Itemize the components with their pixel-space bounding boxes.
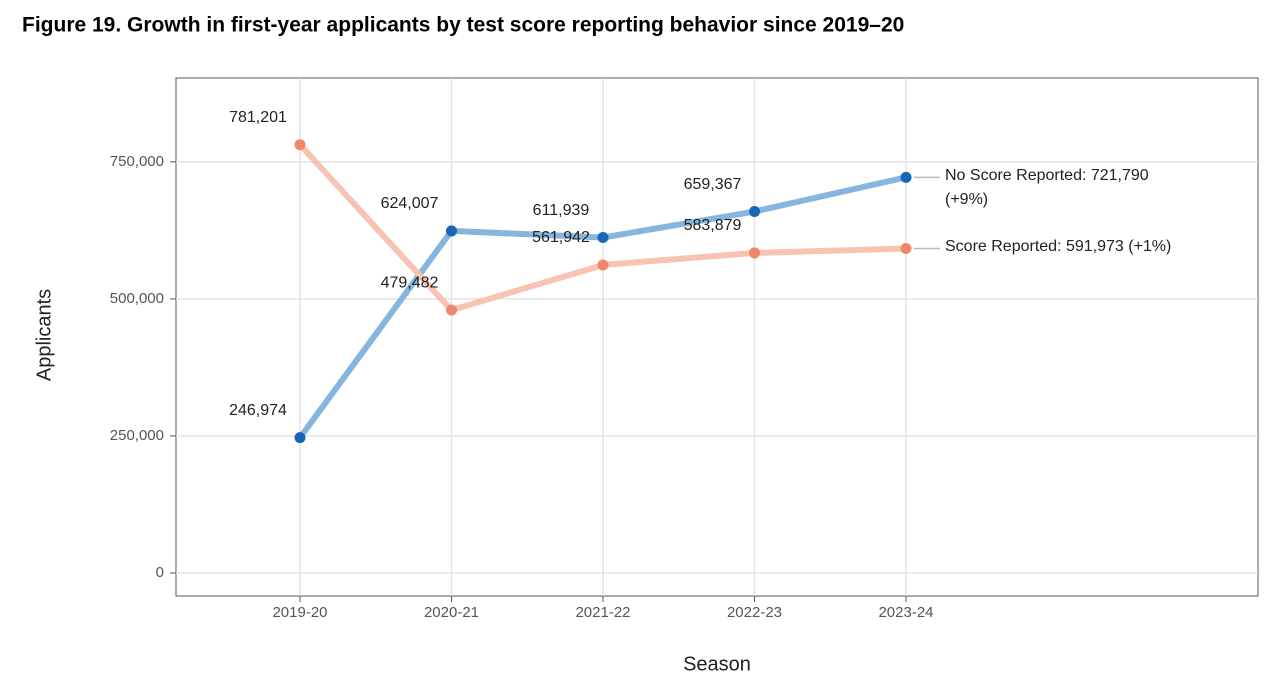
value-label: 246,974 bbox=[229, 402, 287, 419]
x-tick-label: 2020-21 bbox=[424, 604, 479, 621]
y-tick-label: 250,000 bbox=[110, 427, 164, 444]
data-point bbox=[294, 139, 306, 151]
plot-frame bbox=[175, 77, 1259, 597]
data-point bbox=[749, 247, 760, 259]
data-point bbox=[446, 304, 457, 316]
y-axis-title: Applicants bbox=[33, 289, 55, 381]
value-label: 781,201 bbox=[229, 109, 287, 126]
value-label: 624,007 bbox=[381, 195, 439, 212]
data-point bbox=[749, 206, 760, 218]
data-point bbox=[294, 432, 306, 444]
y-tick-label: 0 bbox=[156, 564, 164, 581]
data-point bbox=[597, 232, 609, 244]
y-tick-label: 500,000 bbox=[110, 290, 164, 307]
x-tick-label: 2022-23 bbox=[727, 604, 782, 621]
data-point bbox=[597, 259, 609, 271]
data-point bbox=[900, 171, 912, 183]
series-label: No Score Reported: 721,790 (+9%) bbox=[945, 167, 1149, 209]
value-label: 659,367 bbox=[684, 176, 742, 193]
data-point bbox=[900, 242, 912, 254]
value-label: 561,942 bbox=[532, 229, 590, 246]
value-label: 479,482 bbox=[381, 274, 439, 291]
x-tick-label: 2023-24 bbox=[878, 604, 933, 621]
value-label: 611,939 bbox=[533, 202, 590, 219]
x-tick-label: 2019-20 bbox=[272, 604, 327, 621]
x-tick-label: 2021-22 bbox=[575, 604, 630, 621]
series-label: Score Reported: 591,973 (+1%) bbox=[945, 238, 1172, 256]
chart-title: Figure 19. Growth in first-year applican… bbox=[22, 14, 904, 37]
value-label: 583,879 bbox=[684, 217, 742, 234]
y-tick-label: 750,000 bbox=[110, 153, 164, 170]
data-point bbox=[446, 225, 457, 237]
x-axis-title: Season bbox=[683, 653, 751, 675]
